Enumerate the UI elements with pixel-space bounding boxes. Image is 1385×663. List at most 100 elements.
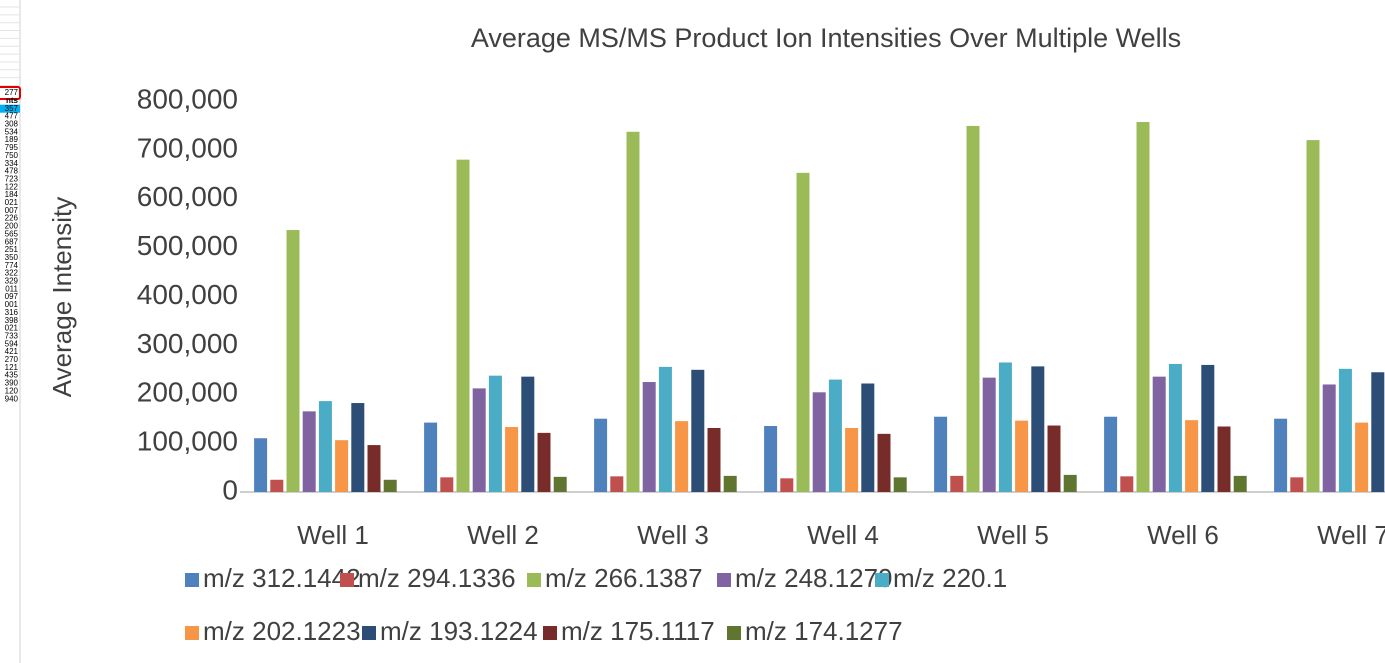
- sheet-cell: 435: [5, 371, 19, 380]
- bar: [893, 477, 907, 492]
- bar: [302, 411, 316, 492]
- sheet-cell: 122: [5, 182, 19, 191]
- bar: [1015, 420, 1029, 492]
- bar: [537, 432, 551, 492]
- y-tick-label: 700,000: [137, 132, 238, 163]
- sheet-cell: 270: [5, 355, 19, 364]
- bar: [1031, 366, 1045, 492]
- legend-label: m/z 312.1442: [203, 563, 361, 593]
- bar: [1338, 368, 1352, 492]
- sheet-cell: 021: [5, 198, 19, 207]
- sheet-cell: 390: [5, 379, 19, 388]
- sheet-cell: 011: [5, 284, 18, 293]
- legend-label: m/z 294.1336: [358, 563, 516, 593]
- legend-swatch: [340, 573, 354, 587]
- bar: [1047, 425, 1061, 492]
- legend-swatch: [527, 573, 541, 587]
- y-tick-label: 300,000: [137, 328, 238, 359]
- sheet-cell: 795: [5, 143, 19, 152]
- bar: [1233, 475, 1247, 492]
- bar: [1355, 422, 1369, 492]
- legend-swatch: [727, 626, 741, 640]
- sheet-cell: 001: [5, 300, 19, 309]
- bar: [521, 376, 535, 492]
- bar: [796, 172, 810, 492]
- sheet-cell: 308: [5, 120, 19, 129]
- legend-label: m/z 248.1279: [735, 563, 893, 593]
- bar: [351, 403, 365, 492]
- sheet-cell: 750: [5, 151, 19, 160]
- y-tick-label: 400,000: [137, 279, 238, 310]
- sheet-cell: 007: [5, 206, 19, 215]
- bar: [780, 478, 794, 492]
- bar: [1371, 372, 1385, 492]
- bar: [472, 388, 486, 492]
- sheet-cell: 774: [5, 261, 19, 270]
- bar: [845, 427, 859, 492]
- legend-label: m/z 220.1: [893, 563, 1007, 593]
- bar: [1104, 416, 1118, 492]
- bar: [626, 131, 640, 492]
- legend-swatch: [875, 573, 889, 587]
- bar: [1201, 364, 1215, 492]
- sheet-cell: 097: [5, 292, 19, 301]
- sheet-cell: 357: [5, 104, 19, 113]
- bar: [1136, 122, 1150, 493]
- sheet-cell: 940: [5, 394, 19, 403]
- sheet-cell: 687: [5, 237, 19, 246]
- cell-highlight: [0, 104, 20, 113]
- sheet-cell: 226: [5, 214, 19, 223]
- sheet-cell: 477: [5, 112, 19, 121]
- sheet-cell: 277: [5, 88, 19, 97]
- bar: [318, 401, 332, 492]
- bar: [594, 418, 608, 492]
- sheet-cell: 189: [5, 135, 19, 144]
- bar: [286, 230, 300, 492]
- sheet-cell: 334: [5, 159, 19, 168]
- cell-selection: [0, 86, 21, 100]
- bar: [1217, 426, 1231, 492]
- spreadsheet-strip: 277nts3574773085341897957503344787231221…: [0, 0, 21, 663]
- legend-label: m/z 174.1277: [745, 616, 903, 646]
- sheet-cell: 594: [5, 339, 19, 348]
- legend-swatch: [362, 626, 376, 640]
- legend-swatch: [185, 626, 199, 640]
- y-tick-label: 200,000: [137, 377, 238, 408]
- x-tick-label: Well 7: [1317, 520, 1385, 550]
- x-tick-label: Well 5: [977, 520, 1049, 550]
- sheet-cell: 120: [5, 386, 19, 395]
- legend-swatch: [543, 626, 557, 640]
- x-tick-label: Well 3: [637, 520, 709, 550]
- bar: [691, 369, 705, 492]
- sheet-cell: 200: [5, 222, 19, 231]
- y-tick-label: 800,000: [137, 83, 238, 114]
- y-tick-label: 600,000: [137, 181, 238, 212]
- y-tick-label: 0: [222, 474, 238, 505]
- bar: [488, 375, 502, 492]
- x-tick-label: Well 1: [297, 520, 369, 550]
- sheet-cell: 723: [5, 174, 19, 183]
- sheet-cell: nts: [6, 96, 19, 105]
- y-tick-label: 500,000: [137, 230, 238, 261]
- legend-label: m/z 193.1224: [380, 616, 538, 646]
- y-tick-label: 100,000: [137, 426, 238, 457]
- bar: [553, 476, 567, 492]
- bar: [1152, 376, 1166, 492]
- sheet-cell: 329: [5, 277, 19, 286]
- bar: [424, 422, 438, 492]
- bar: [456, 159, 470, 492]
- bar: [966, 125, 980, 493]
- bar: [1306, 140, 1320, 492]
- bar: [877, 433, 891, 492]
- sheet-cell: 121: [5, 363, 19, 372]
- bar: [1290, 477, 1304, 492]
- sheet-cell: 733: [5, 331, 19, 340]
- legend-swatch: [717, 573, 731, 587]
- bar: [610, 476, 624, 492]
- sheet-cell: 565: [5, 229, 19, 238]
- legend-swatch: [185, 573, 199, 587]
- bar: [812, 392, 826, 492]
- bar: [998, 362, 1012, 492]
- bar: [1185, 420, 1199, 492]
